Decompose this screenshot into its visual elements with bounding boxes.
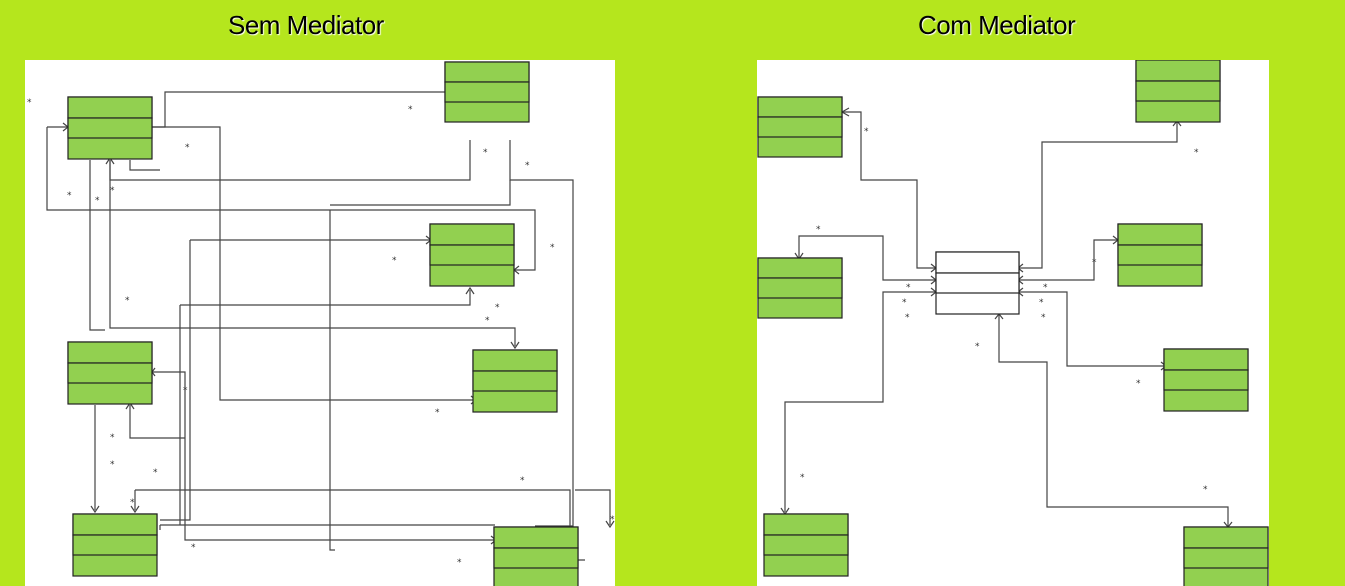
svg-text:*: * xyxy=(816,225,821,235)
diagram-with-mediator: * * * * * * * * * * * * * * xyxy=(757,60,1269,586)
svg-text:*: * xyxy=(864,127,869,137)
svg-text:*: * xyxy=(975,342,980,352)
svg-text:*: * xyxy=(191,543,196,553)
svg-text:*: * xyxy=(95,196,100,206)
class-box-2 xyxy=(444,61,530,123)
diagram-without-mediator-canvas: * * * * * * * * * * * * * * * * * * * * … xyxy=(27,61,615,586)
svg-text:*: * xyxy=(905,313,910,323)
svg-text:*: * xyxy=(27,98,32,108)
svg-text:*: * xyxy=(408,105,413,115)
svg-text:*: * xyxy=(1203,485,1208,495)
svg-text:*: * xyxy=(1092,258,1097,268)
svg-text:*: * xyxy=(520,476,525,486)
class-box-7 xyxy=(493,526,579,586)
svg-text:*: * xyxy=(1043,283,1048,293)
svg-text:*: * xyxy=(110,460,115,470)
svg-text:*: * xyxy=(130,498,135,508)
class-box-6 xyxy=(763,513,849,577)
svg-text:*: * xyxy=(185,143,190,153)
svg-text:*: * xyxy=(67,191,72,201)
svg-text:*: * xyxy=(183,386,188,396)
class-box-6 xyxy=(72,513,158,577)
svg-text:*: * xyxy=(1194,148,1199,158)
svg-text:*: * xyxy=(610,515,615,525)
class-box-3 xyxy=(757,257,843,319)
title-with-mediator: Com Mediator xyxy=(918,10,1076,40)
svg-text:*: * xyxy=(392,256,397,266)
class-box-4 xyxy=(67,341,153,405)
mediator-box xyxy=(935,251,1020,315)
svg-text:*: * xyxy=(906,283,911,293)
svg-text:*: * xyxy=(1039,298,1044,308)
class-box-1 xyxy=(67,96,153,160)
class-box-1 xyxy=(757,96,843,158)
connector-lines xyxy=(46,87,615,561)
svg-text:*: * xyxy=(110,433,115,443)
svg-text:*: * xyxy=(483,148,488,158)
connector-lines xyxy=(780,107,1233,528)
diagram-without-mediator: * * * * * * * * * * * * * * * * * * * * … xyxy=(25,60,615,586)
class-box-2 xyxy=(1135,60,1221,123)
svg-text:*: * xyxy=(485,316,490,326)
svg-text:*: * xyxy=(435,408,440,418)
svg-text:*: * xyxy=(1041,313,1046,323)
svg-text:*: * xyxy=(125,296,130,306)
svg-text:*: * xyxy=(525,161,530,171)
multiplicity-markers: * * * * * * * * * * * * * * xyxy=(800,127,1208,495)
svg-text:*: * xyxy=(902,298,907,308)
svg-text:*: * xyxy=(550,243,555,253)
svg-text:*: * xyxy=(1136,379,1141,389)
multiplicity-markers: * * * * * * * * * * * * * * * * * * * * … xyxy=(27,98,615,568)
class-box-5 xyxy=(1163,348,1249,412)
svg-text:*: * xyxy=(457,558,462,568)
class-box-7 xyxy=(1183,526,1269,586)
title-without-mediator: Sem Mediator xyxy=(228,10,384,40)
svg-text:*: * xyxy=(495,303,500,313)
class-box-4 xyxy=(1117,223,1203,287)
svg-text:*: * xyxy=(153,468,158,478)
svg-text:*: * xyxy=(110,186,115,196)
class-box-5 xyxy=(472,349,558,413)
svg-text:*: * xyxy=(800,473,805,483)
diagram-with-mediator-canvas: * * * * * * * * * * * * * * xyxy=(757,60,1269,586)
class-box-3 xyxy=(429,223,515,287)
